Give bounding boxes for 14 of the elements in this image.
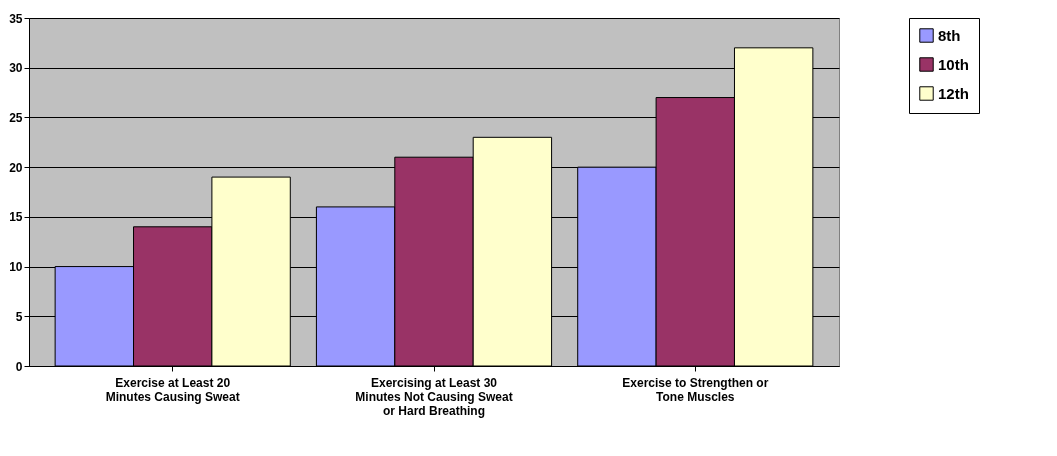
x-tick-label: Exercising at Least 30 Minutes Not Causing Sweat or Hard Breathing bbox=[355, 375, 513, 418]
x-tick-label: Exercise to Strengthen or Tone Muscles bbox=[622, 375, 769, 404]
y-tick-label: 20 bbox=[9, 160, 23, 175]
y-tick-label: 25 bbox=[9, 110, 23, 125]
y-tick-label: 5 bbox=[15, 309, 23, 324]
y-tick-label: 35 bbox=[9, 11, 23, 26]
legend-label: 12th bbox=[938, 84, 969, 102]
legend-label: 8th bbox=[938, 26, 961, 44]
x-tick-label: Exercise at Least 20 Minutes Causing Sweat bbox=[105, 375, 240, 404]
y-tick-label: 15 bbox=[9, 210, 23, 225]
y-tick-label: 30 bbox=[9, 61, 23, 76]
legend-label: 10th bbox=[938, 55, 969, 73]
y-tick-label: 10 bbox=[9, 260, 23, 275]
y-tick-label: 0 bbox=[15, 359, 23, 374]
